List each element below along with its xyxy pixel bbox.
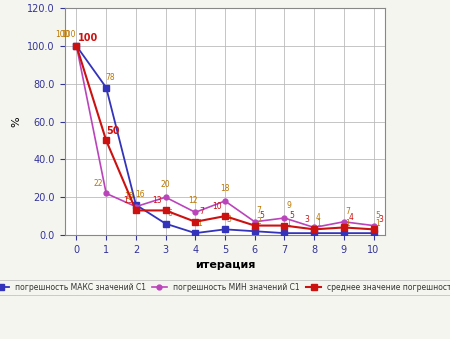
погрешность МАКС значений C1 bbox=[74, 44, 79, 48]
погрешность МАКС значений C1 bbox=[222, 227, 228, 232]
Text: 1: 1 bbox=[316, 219, 321, 227]
Text: 78: 78 bbox=[106, 73, 115, 82]
погрешность МАКС значений C1 bbox=[133, 203, 139, 207]
Text: 1: 1 bbox=[197, 219, 202, 227]
Text: 3: 3 bbox=[305, 215, 310, 224]
среднее значение погрешности bbox=[74, 44, 79, 48]
среднее значение погрешности bbox=[371, 227, 376, 232]
среднее значение погрешности bbox=[282, 223, 287, 227]
Text: 13: 13 bbox=[153, 196, 162, 205]
погрешность МАКС значений C1 bbox=[282, 231, 287, 235]
Text: 9: 9 bbox=[286, 201, 291, 210]
Text: 5: 5 bbox=[259, 211, 264, 220]
погрешность МАКС значений C1 bbox=[252, 229, 257, 233]
Y-axis label: %: % bbox=[12, 116, 22, 127]
Text: 50: 50 bbox=[106, 126, 120, 136]
Text: 1: 1 bbox=[375, 219, 380, 227]
Text: 20: 20 bbox=[161, 180, 171, 189]
Text: 7: 7 bbox=[200, 207, 205, 216]
Line: среднее значение погрешности: среднее значение погрешности bbox=[74, 43, 376, 232]
погрешность МИН значений C1 bbox=[193, 210, 198, 214]
погрешность МИН значений C1 bbox=[74, 44, 79, 48]
погрешность МИН значений C1 bbox=[133, 205, 139, 209]
погрешность МАКС значений C1 bbox=[371, 231, 376, 235]
Text: 7: 7 bbox=[256, 206, 261, 215]
Text: 10: 10 bbox=[212, 202, 221, 211]
Text: 13: 13 bbox=[123, 196, 132, 205]
Text: 100: 100 bbox=[61, 30, 76, 39]
погрешность МАКС значений C1 bbox=[193, 231, 198, 235]
среднее значение погрешности bbox=[133, 208, 139, 213]
Text: 18: 18 bbox=[220, 184, 230, 193]
Text: 6: 6 bbox=[167, 209, 172, 218]
Text: 100: 100 bbox=[77, 33, 98, 43]
Text: 4: 4 bbox=[348, 213, 353, 222]
Text: 1: 1 bbox=[286, 219, 291, 227]
Text: 3: 3 bbox=[227, 215, 232, 224]
среднее значение погрешности bbox=[193, 220, 198, 224]
Text: 2: 2 bbox=[256, 217, 261, 226]
среднее значение погрешности bbox=[311, 227, 317, 232]
погрешность МИН значений C1 bbox=[371, 223, 376, 227]
среднее значение погрешности bbox=[163, 208, 168, 213]
среднее значение погрешности bbox=[222, 214, 228, 218]
погрешность МИН значений C1 bbox=[311, 225, 317, 230]
Text: 15: 15 bbox=[124, 192, 134, 201]
погрешность МАКС значений C1 bbox=[341, 231, 346, 235]
среднее значение погрешности bbox=[341, 225, 346, 230]
Legend: погрешность МАКС значений C1, погрешность МИН значений C1, среднее значение погр: погрешность МАКС значений C1, погрешност… bbox=[0, 280, 450, 295]
погрешность МАКС значений C1 bbox=[163, 222, 168, 226]
погрешность МИН значений C1 bbox=[163, 195, 168, 199]
среднее значение погрешности bbox=[252, 223, 257, 227]
Text: 3: 3 bbox=[378, 215, 383, 224]
погрешность МИН значений C1 bbox=[252, 220, 257, 224]
Text: 22: 22 bbox=[93, 179, 103, 188]
погрешность МАКС значений C1 bbox=[311, 231, 317, 235]
Text: 1: 1 bbox=[346, 219, 351, 227]
погрешность МАКС значений C1 bbox=[104, 85, 109, 89]
погрешность МИН значений C1 bbox=[341, 220, 346, 224]
Text: 5: 5 bbox=[289, 211, 294, 220]
Text: 12: 12 bbox=[188, 196, 197, 205]
погрешность МИН значений C1 bbox=[222, 199, 228, 203]
Text: 5: 5 bbox=[375, 211, 380, 220]
погрешность МИН значений C1 bbox=[104, 192, 109, 196]
Line: погрешность МИН значений C1: погрешность МИН значений C1 bbox=[74, 43, 376, 230]
Text: 7: 7 bbox=[346, 207, 351, 216]
Text: 16: 16 bbox=[135, 190, 145, 199]
X-axis label: итерация: итерация bbox=[195, 260, 255, 270]
Text: 4: 4 bbox=[316, 213, 321, 222]
среднее значение погрешности bbox=[104, 138, 109, 142]
погрешность МИН значений C1 bbox=[282, 216, 287, 220]
Line: погрешность МАКС значений C1: погрешность МАКС значений C1 bbox=[74, 43, 376, 236]
Text: 100: 100 bbox=[55, 30, 70, 39]
